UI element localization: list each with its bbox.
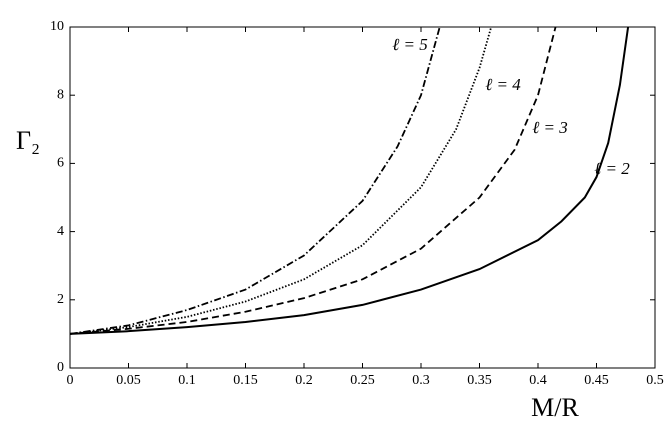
y-tick-label: 4 [57,224,64,239]
y-tick-label: 10 [50,19,64,34]
x-tick-label: 0.35 [467,373,492,388]
curve-label: ℓ = 4 [485,75,521,94]
y-tick-label: 8 [57,87,64,102]
x-tick-label: 0.2 [295,373,313,388]
series-line [70,27,630,335]
x-tick-label: 0 [67,373,74,388]
curve-label: ℓ = 2 [594,159,630,178]
x-tick-label: 0.05 [116,373,141,388]
x-tick-label: 0.4 [529,373,547,388]
curve-label: ℓ = 3 [532,118,568,137]
x-tick-label: 0.1 [178,373,196,388]
x-tick-label: 0.15 [233,373,258,388]
y-tick-label: 6 [57,156,64,171]
series-line [70,27,441,335]
curve-label: ℓ = 5 [392,35,428,54]
x-tick-label: 0.45 [584,373,609,388]
x-tick-label: 0.3 [412,373,430,388]
series-line [70,27,493,335]
x-tick-label: 0.5 [646,373,664,388]
y-axis-label: Γ₂ [16,126,40,155]
x-tick-label: 0.25 [350,373,375,388]
x-axis-label: M/R [531,393,579,422]
plot-frame [69,26,656,369]
series-line [70,27,557,335]
y-tick-label: 0 [57,360,64,375]
y-tick-label: 2 [57,292,64,307]
